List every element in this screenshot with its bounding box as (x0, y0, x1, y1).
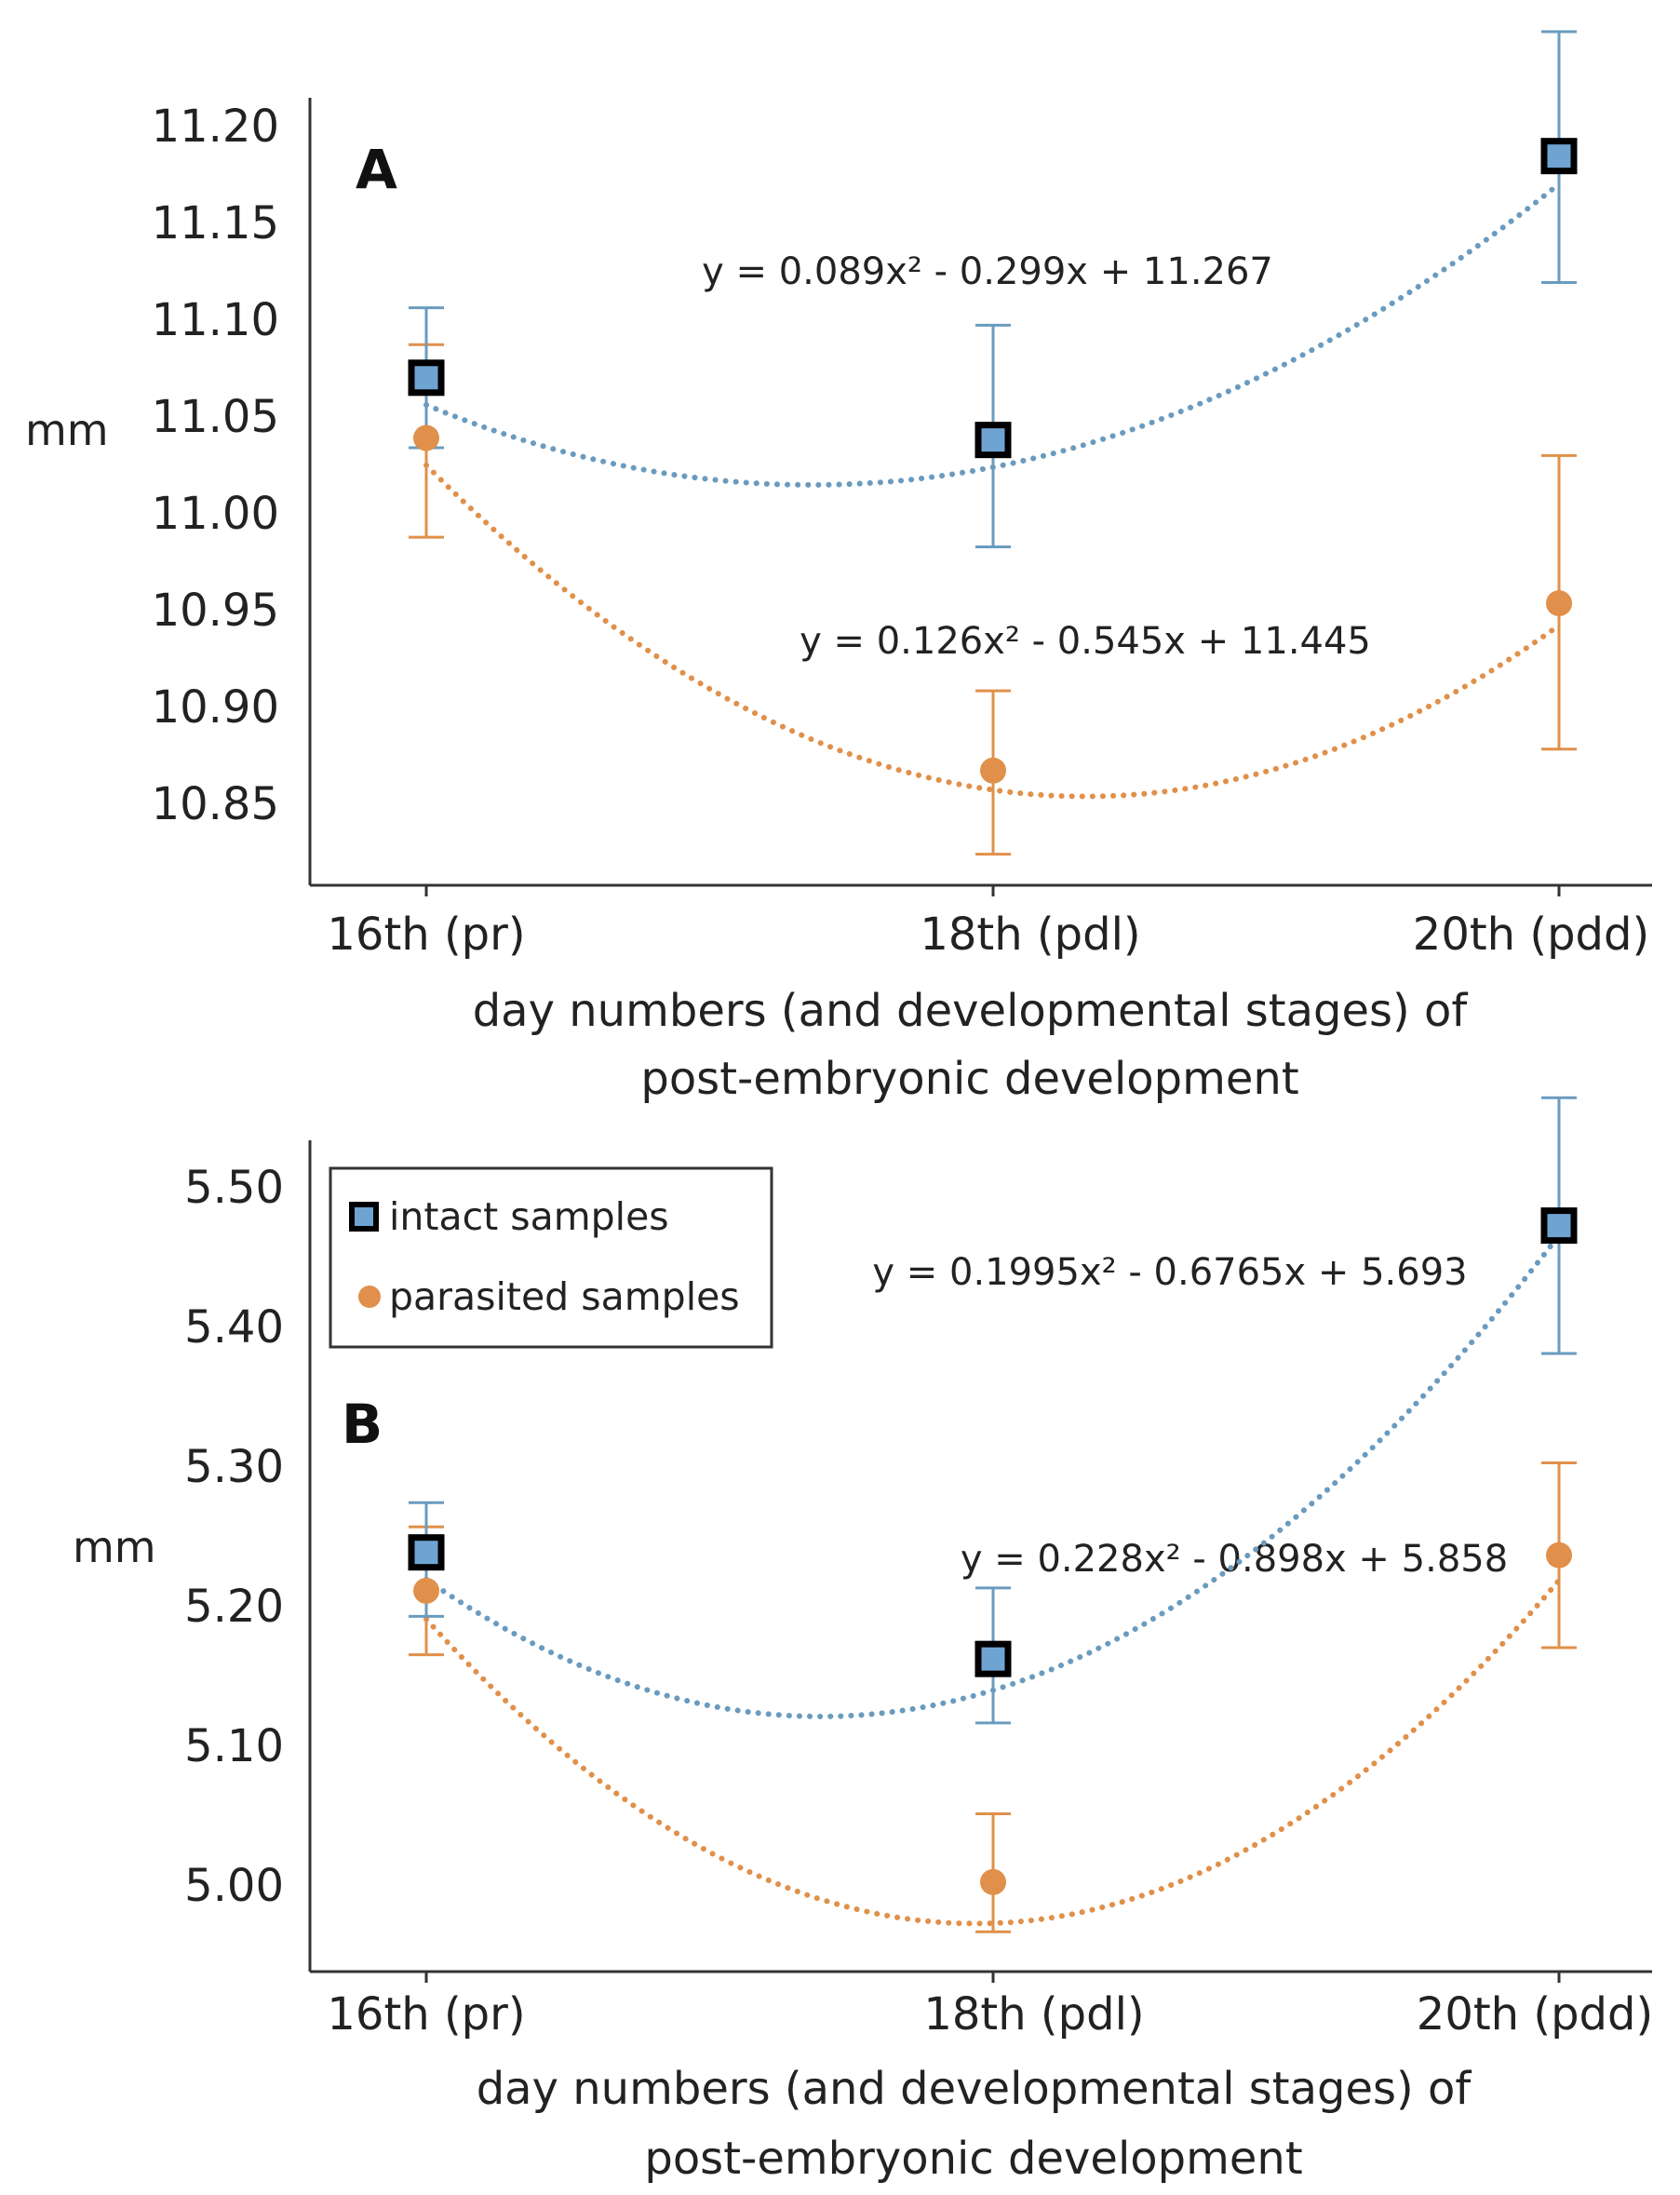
chart-b-intact-point (974, 1640, 1012, 1677)
chart-a-y-tick-label: 10.85 (152, 778, 279, 830)
chart-b-x-tick-label: 16th (pr) (327, 1988, 525, 2040)
chart-a-x-tick-label: 20th (pdd) (1413, 909, 1649, 961)
chart-a-intact-point (974, 422, 1012, 459)
chart-b-intact-point (408, 1534, 445, 1571)
chart-b-y-tick-label: 5.00 (184, 1860, 284, 1912)
chart-b-y-tick-label: 5.30 (184, 1441, 284, 1493)
chart-a-x-axis-title: day numbers (and developmental stages) o… (473, 985, 1469, 1037)
chart-a-x-tick-label: 18th (pdl) (920, 909, 1140, 961)
chart-a-x-tick-label: 16th (pr) (327, 909, 525, 961)
chart-b-panel-label: B (342, 1393, 383, 1456)
legend-parasited-label: parasited samples (389, 1274, 740, 1319)
chart-b-y-axis-label: mm (73, 1522, 156, 1572)
chart-b-y-tick-label: 5.20 (184, 1581, 284, 1633)
chart-a-y-tick-label: 10.90 (152, 681, 279, 734)
chart-b-parasited-trend-equation: y = 0.228x² - 0.898x + 5.858 (961, 1538, 1508, 1581)
chart-b-x-ticks (424, 1972, 1561, 1983)
legend: intact samples parasited samples (329, 1166, 773, 1349)
chart-a-intact-point (1540, 138, 1578, 175)
chart-a-x-axis-subtitle: post-embryonic development (640, 1053, 1298, 1105)
chart-b-x-tick-label: 20th (pdd) (1417, 1988, 1653, 2040)
chart-a-parasited-trend-equation: y = 0.126x² - 0.545x + 11.445 (800, 620, 1371, 663)
chart-a-parasited-point (980, 757, 1006, 784)
chart-b-parasited-point (413, 1577, 439, 1604)
chart-a-y-tick-label: 10.95 (152, 585, 279, 637)
chart-a-panel-label: A (356, 138, 397, 201)
chart-b-parasited-trendline (423, 1576, 1563, 1927)
chart-a-y-axis-label: mm (25, 405, 109, 455)
legend-intact-label: intact samples (389, 1194, 669, 1239)
legend-intact-marker (349, 1202, 379, 1232)
chart-b-x-axis-title: day numbers (and developmental stages) o… (477, 2063, 1472, 2115)
chart-a-parasited-trendline (423, 462, 1563, 800)
chart-a-intact-point (408, 359, 445, 397)
chart-a-y-tick-label: 11.05 (152, 391, 279, 443)
chart-a: 11.20 11.15 11.10 11.05 11.00 10.95 10.9… (25, 30, 1652, 1105)
chart-a-y-tick-label: 11.15 (152, 197, 279, 249)
chart-a-intact-trend-equation: y = 0.089x² - 0.299x + 11.267 (702, 250, 1273, 293)
chart-b-parasited-point (980, 1868, 1006, 1895)
chart-a-parasited-point (413, 424, 439, 451)
chart-a-x-ticks (424, 885, 1561, 896)
chart-b-y-tick-label: 5.10 (184, 1720, 284, 1772)
chart-b-intact-trend-equation: y = 0.1995x² - 0.6765x + 5.693 (872, 1251, 1467, 1294)
chart-a-y-tick-label: 11.00 (152, 488, 279, 540)
chart-b-x-tick-label: 18th (pdl) (923, 1988, 1144, 2040)
legend-box (329, 1166, 773, 1349)
chart-b-x-axis-subtitle: post-embryonic development (644, 2133, 1302, 2185)
chart-b-y-tick-label: 5.40 (184, 1301, 284, 1353)
chart-b: 5.50 5.40 5.30 5.20 5.10 5.00 mm 16th (p… (73, 1096, 1653, 2185)
chart-a-parasited-point (1546, 590, 1572, 617)
chart-b-intact-point (1540, 1207, 1578, 1245)
chart-a-y-tick-label: 11.20 (152, 101, 279, 153)
chart-b-y-tick-label: 5.50 (184, 1162, 284, 1214)
chart-b-parasited-point (1546, 1542, 1572, 1569)
chart-a-y-tick-label: 11.10 (152, 294, 279, 346)
legend-parasited-marker (358, 1286, 381, 1308)
